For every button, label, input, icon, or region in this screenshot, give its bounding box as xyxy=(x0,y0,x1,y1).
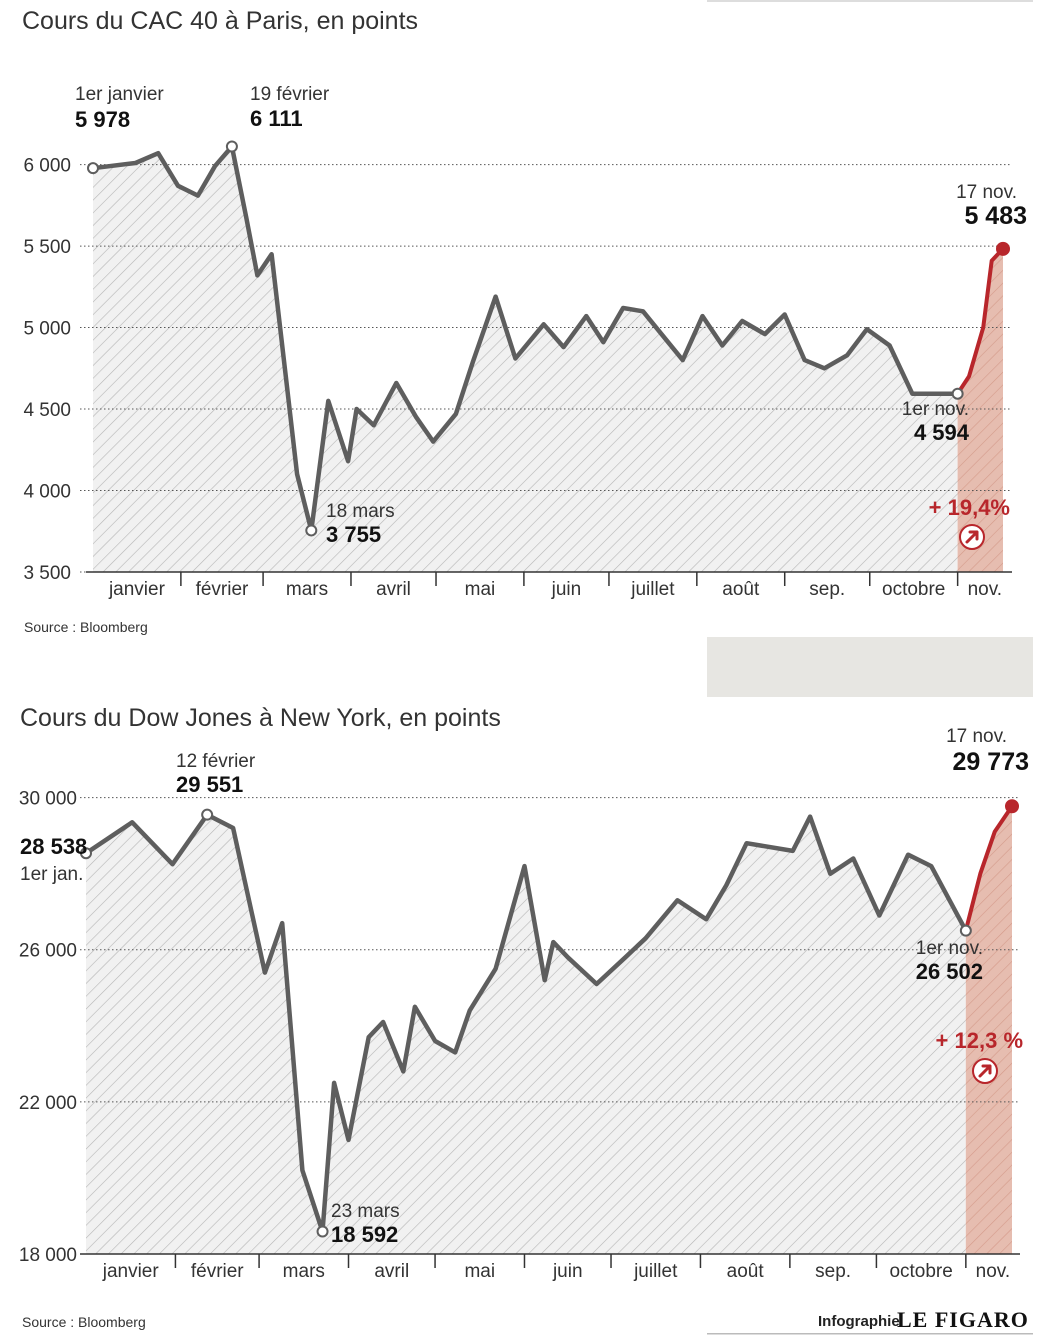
area-fill-rise xyxy=(957,248,1003,573)
annotation-date: 12 février xyxy=(176,751,256,772)
decorative-top-rule xyxy=(707,0,1033,2)
annotation-value: 29 773 xyxy=(953,748,1029,776)
annotation-date: 19 février xyxy=(250,84,330,105)
month-label: janvier xyxy=(108,579,166,600)
series-line-rise xyxy=(963,804,1014,933)
month-label: août xyxy=(722,579,760,600)
data-point-marker xyxy=(316,1225,329,1238)
annotation-date: 17 nov. xyxy=(956,182,1017,203)
month-label: sep. xyxy=(815,1261,851,1282)
month-label: juin xyxy=(551,579,582,600)
area-fill-main xyxy=(93,146,958,572)
change-percent: + 12,3 % xyxy=(936,1028,1023,1053)
y-tick-label: 5 500 xyxy=(23,237,71,258)
month-label: octobre xyxy=(889,1261,952,1282)
series-line-main xyxy=(83,812,969,1234)
cac40-chart-title: Cours du CAC 40 à Paris, en points xyxy=(22,7,418,35)
annotation-date: 18 mars xyxy=(326,501,395,522)
month-label: février xyxy=(196,579,249,600)
series-line-main xyxy=(90,144,960,533)
annotation-value: 4 594 xyxy=(914,420,970,445)
month-label: mars xyxy=(283,1261,325,1282)
month-label: février xyxy=(191,1261,244,1282)
dowjones-chart: 18 000 22 000 26 000 30 000 janvier février ma… xyxy=(19,726,1029,1282)
data-point-marker xyxy=(87,162,99,175)
change-percent: + 19,4% xyxy=(929,495,1010,520)
y-tick-label: 5 000 xyxy=(23,319,71,340)
month-label: avril xyxy=(374,1261,409,1282)
annotation-value: 26 502 xyxy=(916,959,983,984)
annotation-date: 1er jan. xyxy=(20,864,83,885)
data-point-marker xyxy=(201,808,214,821)
annotation-value: 5 483 xyxy=(964,202,1027,230)
month-label: juillet xyxy=(633,1261,678,1282)
credit-label: Infographie xyxy=(818,1313,900,1330)
y-tick-label: 26 000 xyxy=(19,941,77,962)
up-arrow-glyph xyxy=(965,530,979,544)
y-tick-label: 3 500 xyxy=(23,563,71,584)
month-label: mai xyxy=(465,579,496,600)
month-label: sep. xyxy=(809,579,845,600)
month-label: juin xyxy=(552,1261,583,1282)
up-arrow-glyph xyxy=(978,1064,992,1078)
annotation-value: 29 551 xyxy=(176,772,243,797)
month-label: janvier xyxy=(102,1261,160,1282)
annotation-value: 28 538 xyxy=(20,834,87,859)
month-label: août xyxy=(727,1261,765,1282)
data-point-marker xyxy=(951,387,964,400)
y-tick-label: 30 000 xyxy=(19,789,77,810)
y-tick-label: 22 000 xyxy=(19,1093,77,1114)
y-tick-label: 6 000 xyxy=(23,156,71,177)
data-point-marker xyxy=(959,924,972,937)
month-label: juillet xyxy=(630,579,675,600)
month-label: mars xyxy=(286,579,328,600)
month-label: nov. xyxy=(968,579,1003,600)
annotation-value: 5 978 xyxy=(75,107,130,132)
data-point-marker xyxy=(80,847,92,860)
month-label: avril xyxy=(376,579,411,600)
dowjones-source: Source : Bloomberg xyxy=(22,1314,146,1330)
annotation-date: 1er nov. xyxy=(916,938,983,959)
annotation-date: 17 nov. xyxy=(946,726,1007,747)
annotation-value: 3 755 xyxy=(326,522,381,547)
area-fill-rise xyxy=(965,806,1012,1254)
annotation-date: 1er janvier xyxy=(75,84,164,105)
month-label: nov. xyxy=(976,1261,1011,1282)
month-label: mai xyxy=(464,1261,495,1282)
y-tick-label: 4 000 xyxy=(23,482,71,503)
credit-rule xyxy=(707,1333,1033,1335)
end-point-marker xyxy=(1005,799,1019,814)
annotation-value: 18 592 xyxy=(331,1222,398,1247)
month-label: octobre xyxy=(882,579,945,600)
area-fill-main xyxy=(86,814,966,1254)
y-tick-label: 18 000 xyxy=(19,1245,77,1266)
end-point-marker xyxy=(996,241,1010,256)
annotation-date: 1er nov. xyxy=(902,399,969,420)
data-point-marker xyxy=(225,140,238,153)
le-figaro-logo: LE FIGARO xyxy=(897,1307,1029,1332)
y-tick-label: 4 500 xyxy=(23,400,71,421)
series-line-rise xyxy=(955,246,1005,396)
cac40-chart: 3 500 4 000 4 500 5 000 5 500 6 000 janvier fév… xyxy=(23,84,1027,600)
annotation-date: 23 mars xyxy=(331,1201,400,1222)
annotation-value: 6 111 xyxy=(250,106,303,131)
cac40-source: Source : Bloomberg xyxy=(24,619,148,635)
dowjones-chart-title: Cours du Dow Jones à New York, en points xyxy=(20,704,501,732)
data-point-marker xyxy=(305,524,318,537)
decorative-grey-panel xyxy=(707,637,1033,697)
